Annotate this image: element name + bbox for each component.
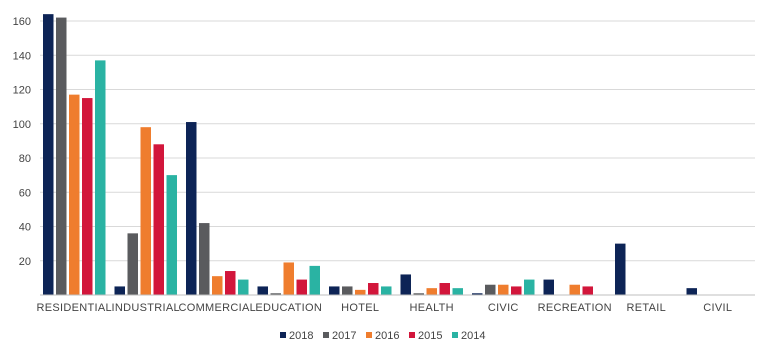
bar-health-2015 — [439, 283, 450, 295]
legend-label: 2014 — [461, 330, 485, 342]
bar-industrial-2014 — [166, 175, 177, 295]
legend-label: 2018 — [289, 330, 313, 342]
bar-hotel-2015 — [368, 283, 379, 295]
y-tick-label: 40 — [19, 222, 31, 234]
bar-hotel-2014 — [381, 286, 392, 295]
y-tick-label: 160 — [13, 16, 31, 28]
legend-swatch — [280, 332, 286, 338]
bar-commercial-2018 — [186, 122, 197, 295]
y-axis-ticks: 20 40 60 80 100 120 140 160 — [13, 16, 31, 268]
y-tick-label: 120 — [13, 85, 31, 97]
legend-item-2014: 2014 — [452, 330, 485, 342]
bar-education-2016 — [283, 262, 294, 295]
bar-health-2014 — [452, 288, 463, 295]
legend-label: 2015 — [418, 330, 442, 342]
bars — [43, 14, 697, 296]
x-tick-label: RETAIL — [627, 302, 667, 314]
legend-item-2018: 2018 — [280, 330, 313, 342]
y-tick-label: 20 — [19, 256, 31, 268]
bar-recreation-2018 — [543, 279, 554, 295]
x-tick-label: INDUSTRIAL — [112, 302, 180, 314]
y-tick-label: 100 — [13, 119, 31, 131]
x-tick-label: CIVIC — [488, 302, 519, 314]
bar-residential-2017 — [56, 17, 67, 295]
bar-health-2018 — [400, 274, 411, 295]
bar-commercial-2014 — [238, 279, 249, 295]
legend-swatch — [323, 332, 329, 338]
bar-commercial-2016 — [212, 276, 223, 295]
bar-education-2017 — [270, 293, 281, 295]
bar-education-2015 — [296, 279, 307, 295]
bar-health-2017 — [413, 293, 424, 295]
legend-item-2015: 2015 — [409, 330, 442, 342]
bar-health-2016 — [426, 288, 437, 295]
bar-hotel-2018 — [329, 286, 340, 295]
bar-education-2018 — [257, 286, 268, 295]
legend: 2018 2017 2016 2015 2014 — [280, 330, 485, 342]
legend-item-2017: 2017 — [323, 330, 356, 342]
x-tick-label: HEALTH — [410, 302, 454, 314]
bar-civic-2014 — [524, 279, 535, 295]
bar-industrial-2015 — [153, 144, 164, 295]
y-tick-label: 60 — [19, 187, 31, 199]
bar-commercial-2015 — [225, 271, 236, 295]
bar-industrial-2018 — [114, 286, 125, 295]
bar-recreation-2016 — [569, 284, 580, 295]
bar-education-2014 — [309, 265, 320, 295]
legend-swatch — [452, 332, 458, 338]
bar-civic-2016 — [498, 284, 509, 295]
bar-industrial-2016 — [140, 127, 151, 295]
x-tick-label: EDUCATION — [255, 302, 322, 314]
bar-commercial-2017 — [199, 223, 210, 295]
x-tick-label: CIVIL — [703, 302, 732, 314]
bar-civic-2015 — [511, 286, 522, 295]
y-tick-label: 140 — [13, 50, 31, 62]
legend-swatch — [409, 332, 415, 338]
bar-residential-2018 — [43, 14, 54, 296]
bar-civil-2018 — [686, 288, 697, 295]
legend-label: 2017 — [332, 330, 356, 342]
y-tick-label: 80 — [19, 153, 31, 165]
legend-swatch — [366, 332, 372, 338]
bar-civic-2017 — [485, 284, 496, 295]
bar-residential-2015 — [82, 98, 93, 295]
bar-retail-2018 — [615, 243, 626, 295]
legend-label: 2016 — [375, 330, 399, 342]
bar-residential-2014 — [95, 60, 106, 296]
bar-civic-2018 — [472, 293, 483, 295]
bar-hotel-2016 — [355, 289, 366, 295]
bar-industrial-2017 — [127, 233, 138, 295]
x-tick-label: RESIDENTIAL — [37, 302, 112, 314]
x-tick-label: RECREATION — [538, 302, 612, 314]
bar-hotel-2017 — [342, 286, 353, 295]
bar-residential-2016 — [69, 94, 80, 295]
legend-item-2016: 2016 — [366, 330, 399, 342]
bar-recreation-2015 — [582, 286, 593, 295]
x-tick-label: COMMERCIAL — [178, 302, 256, 314]
x-tick-label: HOTEL — [341, 302, 379, 314]
